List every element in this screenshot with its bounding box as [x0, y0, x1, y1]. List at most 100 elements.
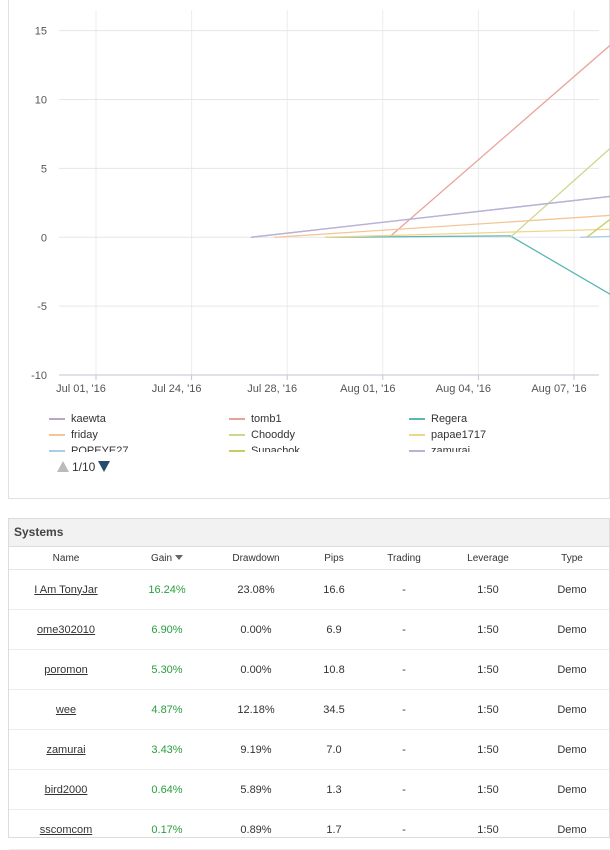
- legend-item[interactable]: zamurai: [409, 443, 470, 452]
- column-header-trading[interactable]: Trading: [367, 547, 441, 570]
- legend-item[interactable]: papae1717: [409, 427, 486, 443]
- table-cell-trading: -: [367, 610, 441, 650]
- gain-value: 0.17%: [151, 824, 182, 836]
- x-tick-label: Aug 07, '16: [531, 383, 586, 395]
- systems-table: Name Gain Drawdown Pips Trading Leverage…: [9, 547, 609, 850]
- legend-item[interactable]: Supachok: [229, 443, 300, 452]
- table-cell-leverage: 1:50: [441, 570, 535, 610]
- legend-label: Supachok: [251, 445, 300, 452]
- type-value: Demo: [557, 664, 586, 676]
- series-line-tomb1: [389, 17, 610, 237]
- table-cell-name: poromon: [9, 650, 123, 690]
- y-tick-label: 5: [41, 163, 47, 175]
- systems-title: Systems: [9, 519, 609, 547]
- table-cell-trading: -: [367, 570, 441, 610]
- column-header-gain[interactable]: Gain: [123, 547, 211, 570]
- leverage-value: 1:50: [477, 624, 498, 636]
- trading-value: -: [402, 624, 406, 636]
- gain-value: 0.64%: [151, 784, 182, 796]
- table-cell-gain: 6.90%: [123, 610, 211, 650]
- drawdown-value: 5.89%: [240, 784, 271, 796]
- table-cell-leverage: 1:50: [441, 810, 535, 850]
- table-cell-pips: 1.7: [301, 810, 367, 850]
- legend-item[interactable]: tomb1: [229, 414, 282, 427]
- legend-swatch-icon: [49, 418, 65, 420]
- trading-value: -: [402, 584, 406, 596]
- gain-value: 3.43%: [151, 744, 182, 756]
- drawdown-value: 9.19%: [240, 744, 271, 756]
- column-header-type[interactable]: Type: [535, 547, 609, 570]
- x-tick-label: Jul 28, '16: [247, 383, 297, 395]
- legend-swatch-icon: [409, 450, 425, 452]
- system-name-link[interactable]: bird2000: [45, 784, 88, 796]
- table-cell-leverage: 1:50: [441, 690, 535, 730]
- gain-value: 16.24%: [148, 584, 185, 596]
- pips-value: 1.7: [326, 824, 341, 836]
- column-header-leverage[interactable]: Leverage: [441, 547, 535, 570]
- table-cell-trading: -: [367, 690, 441, 730]
- table-cell-gain: 0.17%: [123, 810, 211, 850]
- table-cell-pips: 16.6: [301, 570, 367, 610]
- y-tick-label: 15: [35, 26, 47, 38]
- legend-item[interactable]: Regera: [409, 414, 467, 427]
- legend-swatch-icon: [229, 434, 245, 436]
- table-cell-name: I Am TonyJar: [9, 570, 123, 610]
- y-tick-label: 0: [41, 232, 47, 244]
- trading-value: -: [402, 824, 406, 836]
- table-cell-leverage: 1:50: [441, 730, 535, 770]
- table-cell-leverage: 1:50: [441, 610, 535, 650]
- system-name-link[interactable]: sscomcom: [40, 824, 93, 836]
- table-cell-name: bird2000: [9, 770, 123, 810]
- pips-value: 1.3: [326, 784, 341, 796]
- table-cell-type: Demo: [535, 730, 609, 770]
- systems-panel: Systems Name Gain Drawdown Pips Trading …: [8, 518, 610, 838]
- x-tick-label: Aug 04, '16: [436, 383, 491, 395]
- legend-swatch-icon: [229, 418, 245, 420]
- column-header-label: Trading: [387, 553, 421, 564]
- leverage-value: 1:50: [477, 664, 498, 676]
- legend-prev-arrow-icon[interactable]: [57, 461, 69, 472]
- x-tick-label: Jul 01, '16: [56, 383, 106, 395]
- table-cell-gain: 5.30%: [123, 650, 211, 690]
- system-name-link[interactable]: poromon: [44, 664, 87, 676]
- pips-value: 34.5: [323, 704, 344, 716]
- system-name-link[interactable]: zamurai: [46, 744, 85, 756]
- table-cell-pips: 34.5: [301, 690, 367, 730]
- pips-value: 6.9: [326, 624, 341, 636]
- column-header-pips[interactable]: Pips: [301, 547, 367, 570]
- table-cell-name: wee: [9, 690, 123, 730]
- legend-item[interactable]: kaewta: [49, 414, 106, 427]
- system-name-link[interactable]: I Am TonyJar: [34, 584, 97, 596]
- system-name-link[interactable]: wee: [56, 704, 76, 716]
- y-tick-label: 10: [35, 95, 47, 107]
- legend-swatch-icon: [49, 450, 65, 452]
- legend-label: tomb1: [251, 414, 282, 425]
- gain-value: 5.30%: [151, 664, 182, 676]
- system-name-link[interactable]: ome302010: [37, 624, 95, 636]
- legend-swatch-icon: [409, 418, 425, 420]
- leverage-value: 1:50: [477, 744, 498, 756]
- table-cell-drawdown: 5.89%: [211, 770, 301, 810]
- table-cell-pips: 10.8: [301, 650, 367, 690]
- series-line-friday: [275, 166, 610, 238]
- column-header-drawdown[interactable]: Drawdown: [211, 547, 301, 570]
- trading-value: -: [402, 744, 406, 756]
- gain-value: 4.87%: [151, 704, 182, 716]
- table-cell-type: Demo: [535, 650, 609, 690]
- legend-item[interactable]: Chooddy: [229, 427, 295, 443]
- column-header-name[interactable]: Name: [9, 547, 123, 570]
- pips-value: 16.6: [323, 584, 344, 596]
- legend-item[interactable]: POPEYE27: [49, 443, 128, 452]
- legend-next-arrow-icon[interactable]: [98, 461, 110, 472]
- series-line-chooddy: [510, 141, 610, 238]
- trading-value: -: [402, 664, 406, 676]
- type-value: Demo: [557, 784, 586, 796]
- x-tick-label: Jul 24, '16: [152, 383, 202, 395]
- legend-item[interactable]: friday: [49, 427, 98, 443]
- trading-value: -: [402, 704, 406, 716]
- legend-label: kaewta: [71, 414, 106, 425]
